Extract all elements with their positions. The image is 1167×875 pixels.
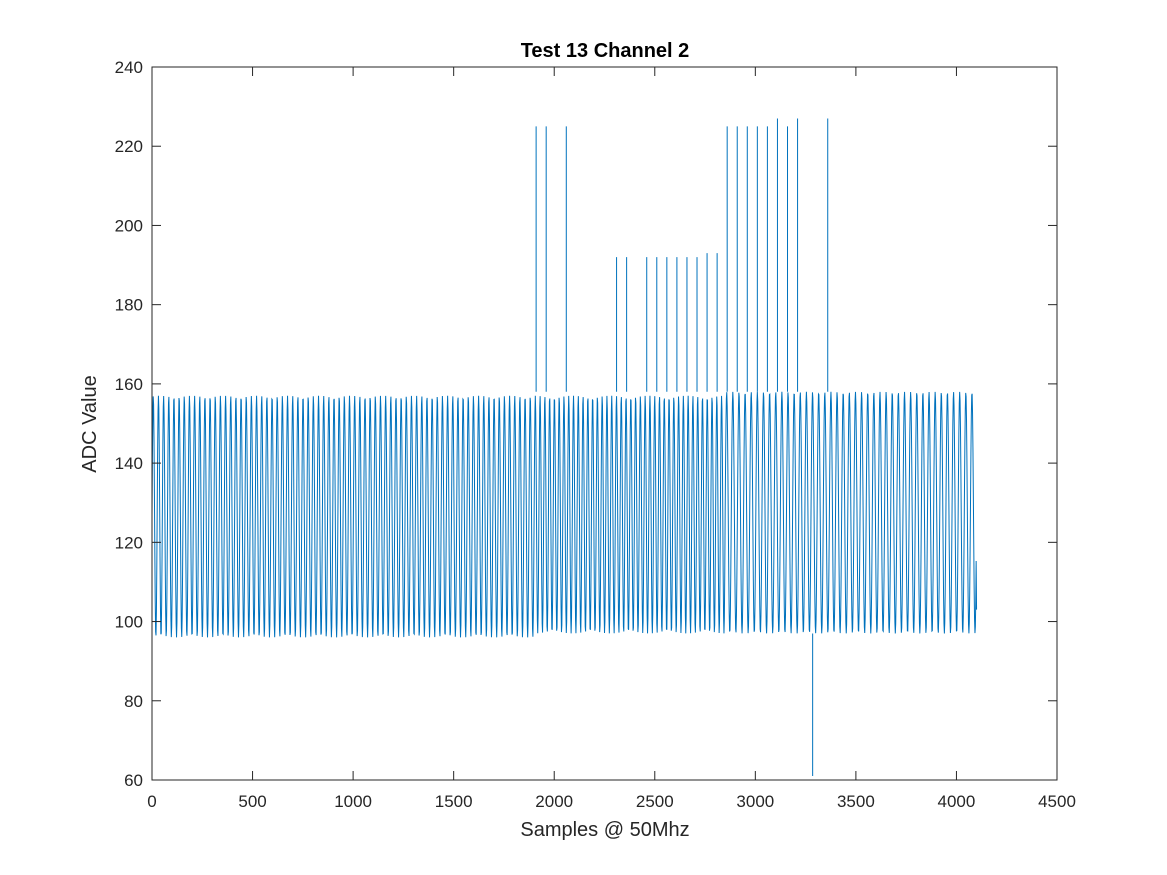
x-axis-label: Samples @ 50Mhz: [520, 819, 689, 841]
chart-title: Test 13 Channel 2: [521, 40, 690, 62]
series-line: [151, 391, 978, 638]
x-tick-label: 2500: [636, 792, 674, 811]
y-tick-label: 220: [115, 137, 143, 156]
y-tick-label: 240: [115, 58, 143, 77]
x-tick-label: 3500: [837, 792, 875, 811]
y-axis-ticks: 60 80 100 120 140 160 180 200 220 240: [115, 58, 1057, 790]
y-tick-label: 100: [115, 613, 143, 632]
y-axis-label: ADC Value: [79, 375, 101, 472]
y-tick-label: 200: [115, 216, 143, 235]
x-tick-label: 4500: [1038, 792, 1076, 811]
y-tick-label: 160: [115, 375, 143, 394]
y-tick-label: 60: [124, 771, 143, 790]
x-tick-label: 4000: [938, 792, 976, 811]
x-axis-ticks: 0 500 1000 1500 2000 2500 3000 3500 4000 4500: [147, 67, 1076, 811]
x-tick-label: 3000: [736, 792, 774, 811]
y-tick-label: 80: [124, 692, 143, 711]
x-tick-label: 2000: [535, 792, 573, 811]
x-tick-label: 1500: [435, 792, 473, 811]
axes-box: [151, 66, 1058, 781]
y-tick-label: 120: [115, 533, 143, 552]
x-tick-label: 0: [147, 792, 156, 811]
x-tick-label: 1000: [334, 792, 372, 811]
y-tick-label: 180: [115, 296, 143, 315]
x-tick-label: 500: [238, 792, 266, 811]
plot-area: [151, 66, 1058, 781]
y-tick-label: 140: [115, 454, 143, 473]
